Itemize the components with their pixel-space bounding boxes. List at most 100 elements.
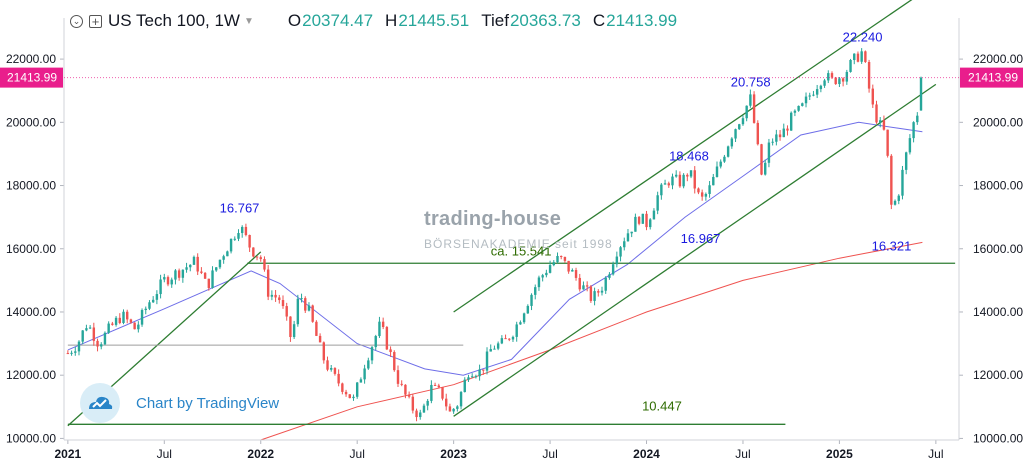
candle-body	[322, 342, 326, 361]
x-tick-label: 2023	[440, 447, 467, 461]
candle-body	[500, 338, 504, 344]
candle-body	[474, 376, 478, 378]
candle-body	[752, 94, 756, 123]
candle-body	[856, 53, 860, 62]
candle-body	[730, 138, 734, 147]
candle-body	[215, 267, 218, 271]
moving-averages	[67, 121, 923, 441]
candle-body	[433, 384, 437, 386]
watermark-sub: BÖRSENAKADEMIE seit 1998	[424, 237, 613, 251]
dropdown-caret-icon[interactable]: ▼	[243, 15, 254, 27]
trend-line[interactable]	[453, 0, 936, 313]
annotations: 16.767 18.468 20.758 22.240 16.967 16.321 ca. …	[220, 30, 912, 414]
candle-body	[519, 322, 522, 325]
y-tick-label-right: 22000.00	[973, 52, 1023, 66]
candle-body	[537, 277, 541, 288]
open-label: O	[287, 11, 302, 30]
symbol-title[interactable]: US Tech 100, 1W	[108, 11, 240, 30]
tradingview-credit[interactable]: Chart by TradingView	[80, 383, 279, 423]
collapse-icon[interactable]: ⌄	[70, 14, 83, 28]
candle-body	[912, 122, 915, 139]
candle-body	[567, 260, 570, 272]
price-annotation: 16.967	[681, 231, 721, 246]
candle-body	[593, 291, 596, 301]
candle-body	[482, 369, 485, 371]
candle-body	[240, 226, 244, 234]
candle-body	[189, 264, 192, 268]
candle-body	[652, 210, 656, 220]
candle-body	[100, 344, 103, 347]
candle-body	[463, 379, 466, 393]
price-scales[interactable]: 22000.00 22000.00 20000.00 20000.00 18000.00…	[0, 18, 1023, 461]
candle-body	[170, 279, 173, 285]
trend-line[interactable]	[453, 83, 937, 417]
candle-body	[166, 277, 170, 285]
candle-body	[600, 290, 604, 293]
candle-body	[111, 323, 114, 325]
candle-body	[155, 294, 159, 300]
candle-body	[304, 298, 307, 311]
candle-body	[726, 146, 730, 157]
candle-body	[522, 313, 526, 323]
candle-body	[786, 128, 789, 131]
candle-body	[526, 305, 530, 314]
candle-body	[326, 360, 329, 370]
candle-body	[660, 184, 663, 196]
candle-body	[597, 291, 600, 293]
candle-body	[300, 298, 303, 300]
tradingview-credit-text[interactable]: Chart by TradingView	[136, 394, 280, 412]
candle-body	[103, 332, 107, 345]
candle-body	[649, 219, 652, 228]
candle-body	[259, 257, 262, 260]
candle-body	[192, 256, 196, 265]
candle-body	[263, 259, 266, 270]
y-tick-label-right: 12000.00	[973, 368, 1023, 382]
moving-average-line	[260, 241, 923, 441]
candle-body	[367, 360, 370, 369]
candle-body	[589, 286, 593, 301]
candle-body	[292, 324, 296, 338]
candle-body	[634, 216, 637, 232]
candle-body	[738, 124, 741, 130]
candle-body	[585, 285, 589, 287]
candle-body	[144, 308, 147, 311]
candle-body	[318, 335, 322, 343]
y-tick-label-right: 20000.00	[973, 115, 1023, 129]
candle-body	[393, 352, 396, 371]
candle-body	[70, 352, 73, 354]
candle-body	[904, 152, 908, 170]
candle-body	[734, 129, 737, 139]
candle-body	[348, 394, 351, 399]
candle-body	[760, 144, 763, 175]
candle-body	[515, 324, 518, 337]
candle-body	[285, 306, 288, 317]
candle-body	[578, 277, 581, 290]
candle-body	[122, 311, 125, 323]
candle-body	[248, 234, 251, 248]
candle-body	[789, 112, 793, 131]
watermark-brand: trading-house	[424, 208, 562, 230]
add-icon[interactable]: +	[89, 14, 102, 29]
candle-body	[137, 324, 140, 330]
moving-average-line	[67, 121, 923, 376]
candle-body	[489, 349, 492, 352]
candle-body	[415, 410, 418, 418]
candle-body	[893, 200, 897, 205]
candle-body	[200, 271, 203, 273]
candle-body	[385, 327, 389, 350]
candle-body	[530, 294, 533, 306]
candle-body	[337, 373, 340, 384]
candle-body	[396, 370, 400, 384]
candle-body	[853, 53, 856, 61]
candle-body	[226, 251, 229, 257]
candle-body	[548, 265, 552, 273]
candle-body	[871, 88, 874, 105]
candle-body	[177, 270, 181, 278]
candle-body	[355, 382, 359, 397]
candle-body	[452, 408, 455, 412]
candle-body	[266, 269, 270, 297]
candle-body	[815, 89, 819, 95]
candle-body	[66, 353, 70, 355]
candle-body	[723, 156, 726, 162]
